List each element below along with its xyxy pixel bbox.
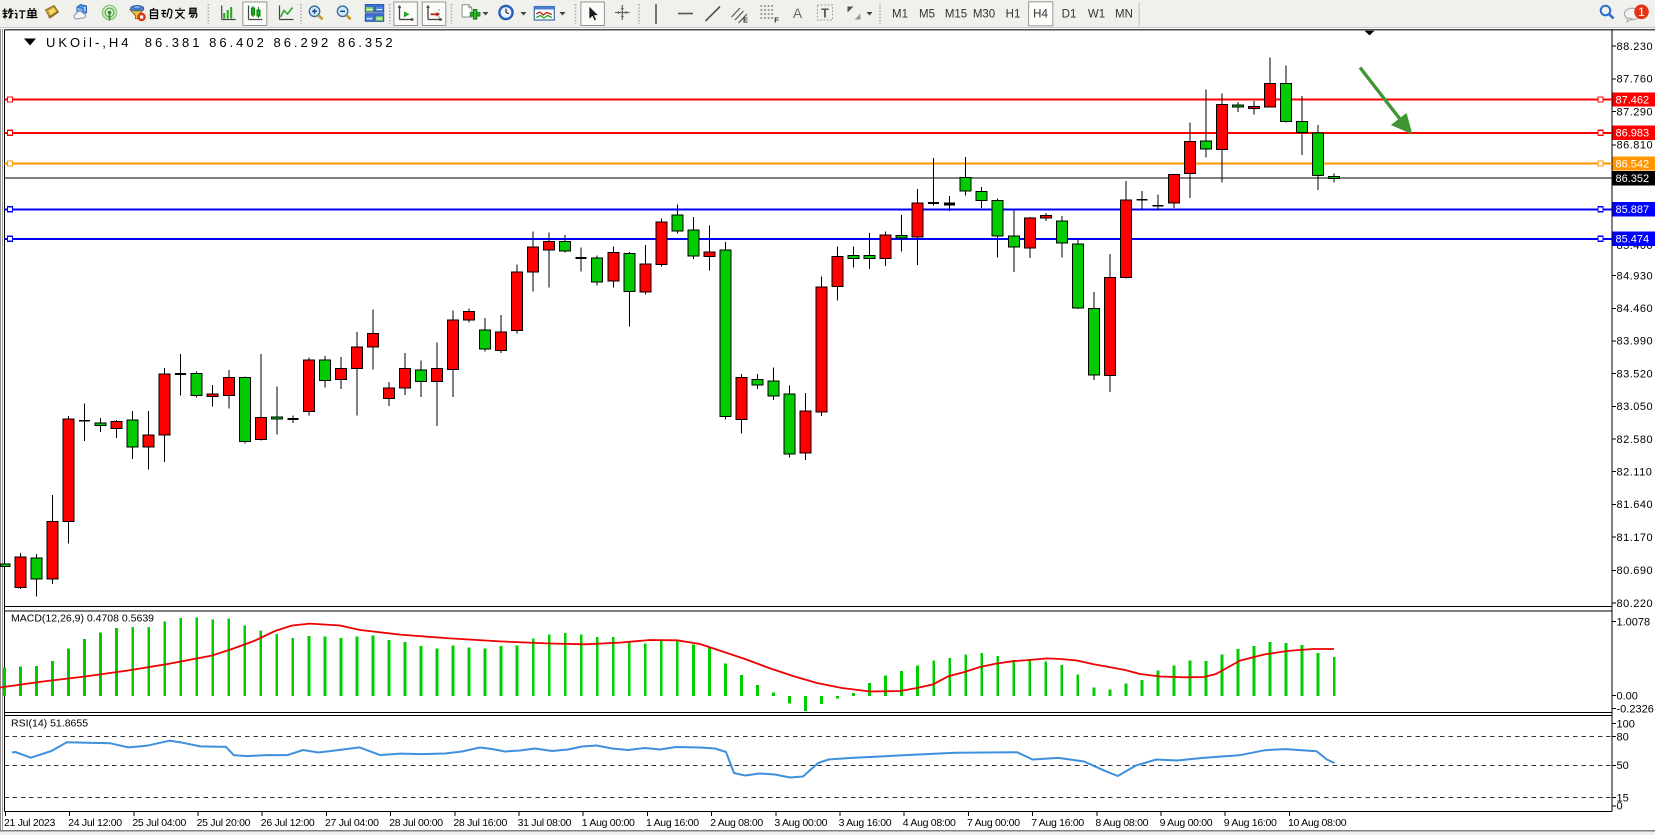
svg-text:80: 80 [1617,731,1629,743]
svg-text:2 Aug 08:00: 2 Aug 08:00 [710,817,763,829]
svg-text:26 Jul 12:00: 26 Jul 12:00 [261,817,315,829]
svg-text:27 Jul 04:00: 27 Jul 04:00 [325,817,379,829]
svg-text:84.460: 84.460 [1617,303,1654,315]
svg-text:10 Aug 08:00: 10 Aug 08:00 [1288,817,1347,829]
svg-text:9 Aug 16:00: 9 Aug 16:00 [1224,817,1277,829]
svg-text:D1: D1 [1062,9,1077,21]
svg-text:UKOil-,H4 86.381 86.402 86.29: UKOil-,H4 86.381 86.402 86.292 86.352 [46,35,396,50]
svg-text:M5: M5 [919,9,935,21]
svg-text:H1: H1 [1006,9,1021,21]
svg-text:0: 0 [1617,801,1623,813]
svg-text:100: 100 [1617,718,1635,730]
svg-text:T: T [821,7,829,21]
svg-text:MN: MN [1115,9,1133,21]
svg-text:85.474: 85.474 [1616,234,1650,246]
svg-text:H4: H4 [1033,9,1048,21]
svg-text:MACD(12,26,9) 0.4708 0.5639: MACD(12,26,9) 0.4708 0.5639 [11,613,154,625]
svg-text:83.520: 83.520 [1617,368,1654,380]
svg-text:A: A [793,6,802,21]
svg-text:83.050: 83.050 [1617,401,1654,413]
svg-text:87.760: 87.760 [1617,74,1654,86]
svg-text:24 Jul 12:00: 24 Jul 12:00 [68,817,122,829]
svg-text:3 Aug 16:00: 3 Aug 16:00 [839,817,892,829]
svg-text:82.110: 82.110 [1617,466,1653,478]
svg-text:7 Aug 16:00: 7 Aug 16:00 [1031,817,1084,829]
svg-text:81.170: 81.170 [1617,532,1654,544]
svg-text:8 Aug 08:00: 8 Aug 08:00 [1095,817,1148,829]
svg-text:86.352: 86.352 [1616,173,1650,185]
svg-text:81.640: 81.640 [1617,499,1654,511]
svg-text:4 Aug 08:00: 4 Aug 08:00 [903,817,956,829]
svg-text:85.887: 85.887 [1616,204,1650,216]
svg-text:W1: W1 [1088,9,1105,21]
svg-text:F: F [774,16,779,25]
svg-text:86.810: 86.810 [1617,140,1654,152]
svg-text:E: E [743,16,748,25]
svg-text:1 Aug 00:00: 1 Aug 00:00 [582,817,635,829]
svg-text:83.990: 83.990 [1617,336,1654,348]
svg-text:1: 1 [1638,5,1645,19]
svg-text:86.983: 86.983 [1616,128,1650,140]
svg-text:-0.2326: -0.2326 [1617,703,1654,715]
svg-text:1.0078: 1.0078 [1617,617,1651,629]
svg-text:M15: M15 [945,9,967,21]
svg-text:28 Jul 16:00: 28 Jul 16:00 [453,817,507,829]
svg-text:87.462: 87.462 [1616,94,1650,106]
svg-text:50: 50 [1617,760,1629,772]
svg-text:25 Jul 04:00: 25 Jul 04:00 [132,817,186,829]
svg-text:82.580: 82.580 [1617,434,1654,446]
svg-text:84.930: 84.930 [1617,270,1654,282]
svg-text:88.230: 88.230 [1617,41,1654,53]
svg-text:7 Aug 00:00: 7 Aug 00:00 [967,817,1020,829]
svg-text:25 Jul 20:00: 25 Jul 20:00 [197,817,251,829]
svg-text:15: 15 [1617,793,1629,805]
svg-text:86.542: 86.542 [1616,158,1650,170]
svg-text:3 Aug 00:00: 3 Aug 00:00 [774,817,827,829]
svg-text:0.00: 0.00 [1617,690,1638,702]
svg-text:87.290: 87.290 [1617,106,1654,118]
svg-text:M30: M30 [973,9,995,21]
svg-text:RSI(14) 51.8655: RSI(14) 51.8655 [11,718,88,730]
svg-text:80.690: 80.690 [1617,565,1654,577]
svg-text:M1: M1 [892,9,908,21]
svg-text:80.220: 80.220 [1617,598,1654,610]
svg-text:9 Aug 00:00: 9 Aug 00:00 [1160,817,1213,829]
svg-text:28 Jul 00:00: 28 Jul 00:00 [389,817,443,829]
svg-text:31 Jul 08:00: 31 Jul 08:00 [518,817,572,829]
svg-text:21 Jul 2023: 21 Jul 2023 [4,817,55,829]
svg-text:1 Aug 16:00: 1 Aug 16:00 [646,817,699,829]
